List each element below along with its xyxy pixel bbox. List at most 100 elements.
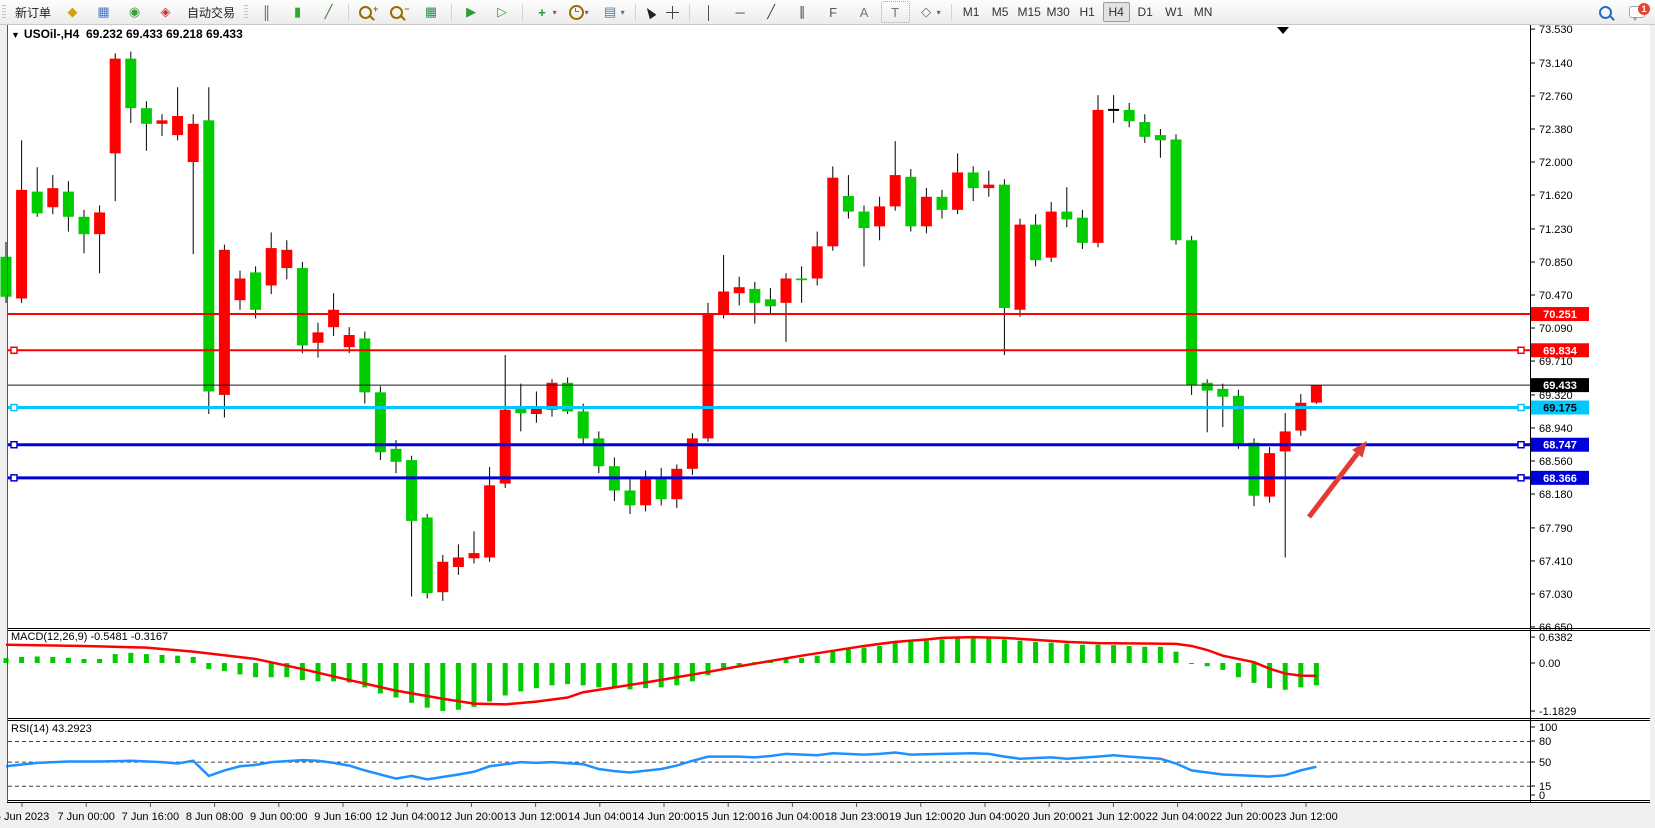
- price-axis-label: 73.530: [1539, 24, 1573, 36]
- bearish-candle: [140, 108, 152, 124]
- indicators-icon: +: [538, 4, 546, 20]
- time-axis-label: 15 Jun 12:00: [696, 811, 760, 823]
- macd-histogram-bar: [721, 663, 727, 670]
- bearish-candle: [31, 191, 43, 214]
- line-handle[interactable]: [10, 346, 18, 355]
- line-handle[interactable]: [10, 474, 18, 482]
- equidistant-channel-tool[interactable]: ∥: [798, 4, 806, 19]
- clock-icon: [568, 4, 584, 20]
- timeframe-mn[interactable]: MN: [1193, 5, 1213, 19]
- macd-histogram-bar: [1282, 663, 1288, 690]
- macd-histogram-bar: [799, 658, 805, 663]
- timeframe-h1[interactable]: H1: [1079, 5, 1095, 19]
- chart-shift-icon[interactable]: ▷: [497, 4, 508, 19]
- bullish-candle: [874, 206, 886, 227]
- tile-windows-icon[interactable]: ▦: [424, 4, 438, 19]
- timeframe-w1[interactable]: W1: [1165, 5, 1184, 19]
- macd-histogram-bar: [502, 663, 508, 696]
- bearish-candle: [1232, 395, 1244, 444]
- macd-histogram-bar: [65, 657, 71, 663]
- navigator-icon[interactable]: ◉: [128, 4, 141, 19]
- line-handle[interactable]: [1517, 346, 1525, 355]
- bearish-candle: [1030, 224, 1042, 261]
- notifications-button[interactable]: 1: [1619, 1, 1655, 23]
- toolbar-separator: [950, 3, 952, 21]
- line-handle[interactable]: [10, 403, 18, 412]
- zoom-out-icon[interactable]: −: [385, 1, 414, 23]
- text-label-tool[interactable]: T: [880, 1, 910, 23]
- timeframe-d1[interactable]: D1: [1137, 5, 1153, 19]
- price-tag-value: 69.433: [1543, 380, 1577, 392]
- line-handle[interactable]: [1517, 403, 1525, 412]
- bullish-candle: [109, 58, 121, 154]
- fibonacci-tool[interactable]: F: [829, 4, 838, 20]
- search-button[interactable]: [1594, 1, 1617, 23]
- bearish-candle: [858, 211, 870, 229]
- macd-histogram-bar: [206, 663, 212, 670]
- bullish-candle: [452, 557, 464, 567]
- expert-advisor-icon[interactable]: ◈: [160, 4, 171, 19]
- collapse-ohlc-icon[interactable]: ▼: [11, 30, 20, 40]
- bearish-candle: [1186, 240, 1198, 386]
- bullish-candle: [437, 561, 449, 593]
- macd-histogram-bar: [549, 663, 555, 686]
- price-axis-label: 71.620: [1539, 190, 1573, 202]
- candlestick-chart-icon[interactable]: ▮: [293, 4, 302, 19]
- macd-histogram-bar: [923, 640, 929, 663]
- templates-button[interactable]: ▤ ▾: [596, 1, 630, 23]
- macd-histogram-bar: [877, 645, 883, 663]
- rsi-axis-label: 50: [1539, 757, 1551, 769]
- trend-arrow-annotation[interactable]: [1307, 452, 1360, 519]
- horizontal-line-tool[interactable]: ─: [735, 4, 745, 20]
- cursor-tool[interactable]: [641, 1, 659, 23]
- trendline-tool[interactable]: ╱: [767, 4, 776, 19]
- auto-trading-button[interactable]: 自动交易: [187, 5, 236, 20]
- bullish-candle: [686, 438, 698, 469]
- timeframe-m15[interactable]: M15: [1017, 5, 1041, 19]
- new-order-button[interactable]: 新订单: [15, 5, 52, 20]
- chart-background[interactable]: [7, 24, 1650, 803]
- zoom-in-icon[interactable]: +: [354, 1, 383, 23]
- text-tool[interactable]: A: [859, 4, 869, 20]
- macd-histogram-bar: [159, 654, 165, 663]
- magnifier-glyph: [390, 5, 404, 19]
- timeframe-m1[interactable]: M1: [962, 5, 980, 19]
- bullish-candle: [187, 123, 199, 163]
- crosshair-icon: [665, 5, 679, 19]
- timeframe-m30[interactable]: M30: [1046, 5, 1070, 19]
- trend-arrow-head[interactable]: [1352, 441, 1367, 458]
- bearish-candle: [1061, 211, 1073, 220]
- periods-button[interactable]: ▾: [564, 1, 594, 23]
- time-axis-label: 12 Jun 20:00: [440, 811, 504, 823]
- bar-chart-icon[interactable]: ║: [261, 4, 272, 20]
- line-handle[interactable]: [1517, 440, 1525, 449]
- macd-histogram-bar: [1251, 663, 1257, 683]
- cursor-icon: [643, 5, 657, 19]
- timeframe-h4[interactable]: H4: [1102, 2, 1130, 22]
- line-chart-icon[interactable]: ╱: [324, 4, 333, 19]
- macd-histogram-bar: [908, 641, 914, 663]
- line-handle[interactable]: [10, 440, 18, 449]
- toolbar-separator: [634, 3, 636, 21]
- crosshair-tool[interactable]: [661, 1, 684, 23]
- vertical-line-tool[interactable]: │: [705, 4, 714, 20]
- data-window-icon[interactable]: ▦: [97, 4, 110, 19]
- auto-scroll-icon[interactable]: ▶: [466, 4, 477, 19]
- market-watch-icon[interactable]: ◆: [67, 4, 78, 19]
- indicators-button[interactable]: + ▾: [528, 1, 562, 23]
- macd-histogram-bar: [533, 663, 539, 689]
- line-handle[interactable]: [1517, 474, 1525, 482]
- macd-histogram-bar: [237, 663, 243, 675]
- chart-shift-marker-icon[interactable]: [1277, 27, 1289, 34]
- timeframe-m5[interactable]: M5: [991, 5, 1009, 19]
- bearish-candle: [749, 288, 761, 303]
- bearish-candle: [515, 408, 527, 414]
- bullish-candle: [328, 309, 340, 328]
- time-axis-label: 8 Jun 08:00: [186, 811, 244, 823]
- price-axis-label: 67.030: [1539, 589, 1573, 601]
- macd-histogram-bar: [284, 663, 290, 678]
- macd-histogram-bar: [1079, 644, 1085, 663]
- shapes-button[interactable]: ◇ ▾: [912, 1, 946, 23]
